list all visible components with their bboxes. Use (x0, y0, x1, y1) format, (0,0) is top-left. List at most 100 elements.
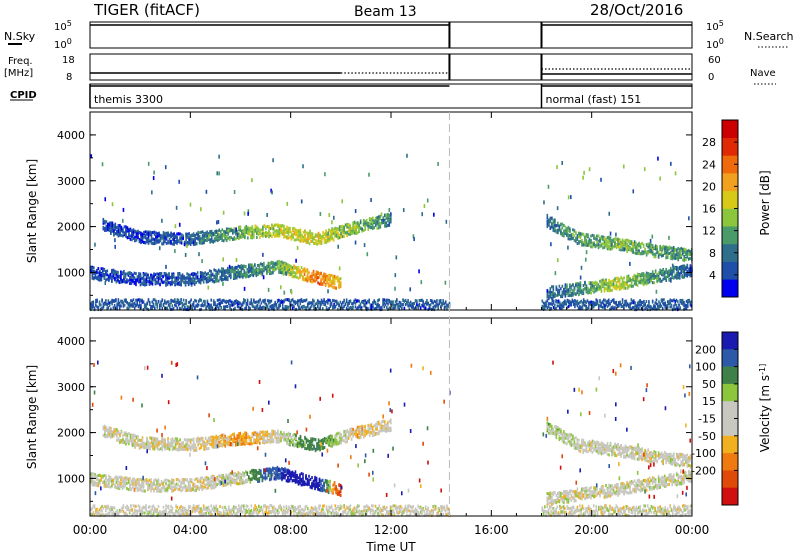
power-cell (170, 235, 172, 239)
power-cell (186, 276, 188, 280)
power-cell (677, 273, 680, 277)
power-cell (374, 306, 377, 310)
power-cell (365, 218, 368, 222)
power-cell (302, 238, 305, 242)
power-cell (232, 301, 235, 305)
power-cell (320, 280, 322, 284)
radar-title: TIGER (fitACF) (93, 1, 200, 19)
power-cell (260, 270, 262, 274)
power-cell (599, 279, 601, 283)
power-cell (97, 278, 100, 282)
power-cell (176, 241, 178, 245)
power-cell (284, 262, 286, 266)
power-cell (605, 278, 607, 282)
power-cell (623, 306, 625, 310)
power-cell (689, 253, 692, 257)
power-cell (189, 234, 192, 238)
power-cell (299, 228, 302, 232)
power-cell (615, 232, 617, 237)
power-cell (118, 304, 121, 308)
power-cell (374, 221, 377, 225)
power-cell (313, 307, 315, 311)
power-cell (621, 238, 624, 242)
power-cell (220, 274, 223, 278)
power-cell (557, 288, 559, 292)
power-cell (671, 272, 674, 276)
power-cell (605, 301, 608, 305)
power-cell (157, 272, 160, 276)
power-cell (552, 294, 555, 298)
cpid-segment-label: themis 3300 (94, 93, 163, 106)
power-cell (166, 306, 169, 310)
power-cell (303, 299, 305, 303)
power-cell (556, 304, 559, 308)
power-cell (551, 291, 553, 295)
power-cell (283, 232, 285, 236)
power-cell (141, 232, 144, 236)
power-cell (632, 284, 634, 288)
power-cell (636, 246, 639, 250)
power-cell (409, 304, 412, 308)
power-cell (585, 284, 588, 288)
power-cell (325, 241, 327, 245)
power-cell (308, 271, 310, 275)
power-cell (674, 275, 677, 279)
power-cell (263, 261, 265, 265)
power-cell (617, 277, 619, 281)
power-cell (663, 298, 665, 302)
power-cell (585, 239, 588, 243)
power-cell (182, 234, 184, 238)
power-cell (277, 233, 279, 237)
power-cell (165, 281, 167, 285)
power-cell (669, 272, 672, 276)
power-cell (599, 237, 601, 241)
power-cell (423, 302, 426, 306)
power-cell (578, 234, 580, 238)
power-cell (578, 288, 580, 292)
power-cell (382, 218, 385, 222)
power-cell (201, 230, 204, 234)
power-cell (608, 285, 610, 289)
power-cell (150, 233, 153, 237)
power-cell (656, 273, 658, 277)
power-cell (584, 282, 586, 286)
power-cell (672, 276, 675, 280)
power-cell (151, 305, 154, 309)
power-cell (284, 227, 287, 231)
power-cell (373, 299, 376, 303)
power-cell (299, 270, 301, 274)
power-cell (293, 231, 296, 235)
power-cell (245, 271, 247, 275)
power-cell (104, 221, 106, 225)
power-cell (290, 235, 293, 239)
power-cell (212, 303, 215, 307)
power-cell (333, 302, 335, 306)
power-cell (145, 283, 148, 287)
power-cell (170, 307, 172, 311)
power-cell (559, 301, 561, 305)
power-cell (230, 229, 233, 233)
power-cell (609, 241, 612, 245)
power-cell (591, 285, 594, 289)
power-cell (674, 171, 677, 176)
power-cell (241, 307, 244, 311)
power-cell (290, 237, 293, 241)
power-cell (424, 301, 427, 305)
power-cell (222, 273, 225, 277)
power-cell (609, 286, 611, 291)
power-cell (300, 298, 303, 302)
power-cell (546, 222, 549, 226)
power-cell (309, 279, 312, 283)
power-cell (603, 279, 606, 283)
power-cell (157, 281, 160, 285)
power-cell (284, 234, 287, 238)
power-cell (678, 247, 681, 251)
power-cell (133, 306, 136, 310)
power-cell (274, 300, 276, 304)
power-cell (349, 224, 351, 228)
power-cell (585, 304, 587, 308)
power-cell (656, 251, 658, 255)
power-cell (649, 306, 651, 310)
power-cell (216, 273, 219, 277)
power-cell (130, 281, 133, 285)
